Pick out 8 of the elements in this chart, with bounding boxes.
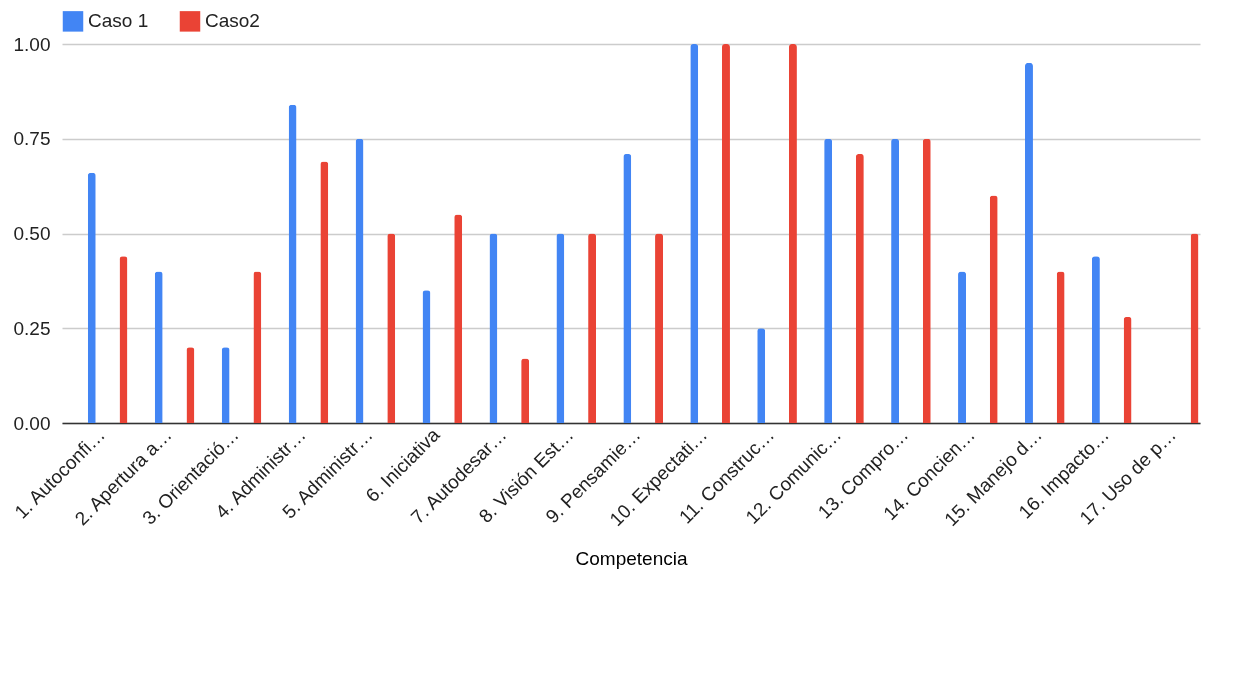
y-tick-label: 0.00: [13, 412, 51, 434]
y-tick-label: 1.00: [13, 33, 51, 55]
y-tick-label: 0.75: [13, 128, 51, 150]
legend-label: Caso2: [205, 10, 260, 32]
legend-label: Caso 1: [88, 10, 149, 32]
y-tick-label: 0.25: [13, 317, 51, 339]
y-tick-label: 0.50: [13, 223, 51, 244]
x-axis-title: Competencia: [575, 548, 688, 570]
